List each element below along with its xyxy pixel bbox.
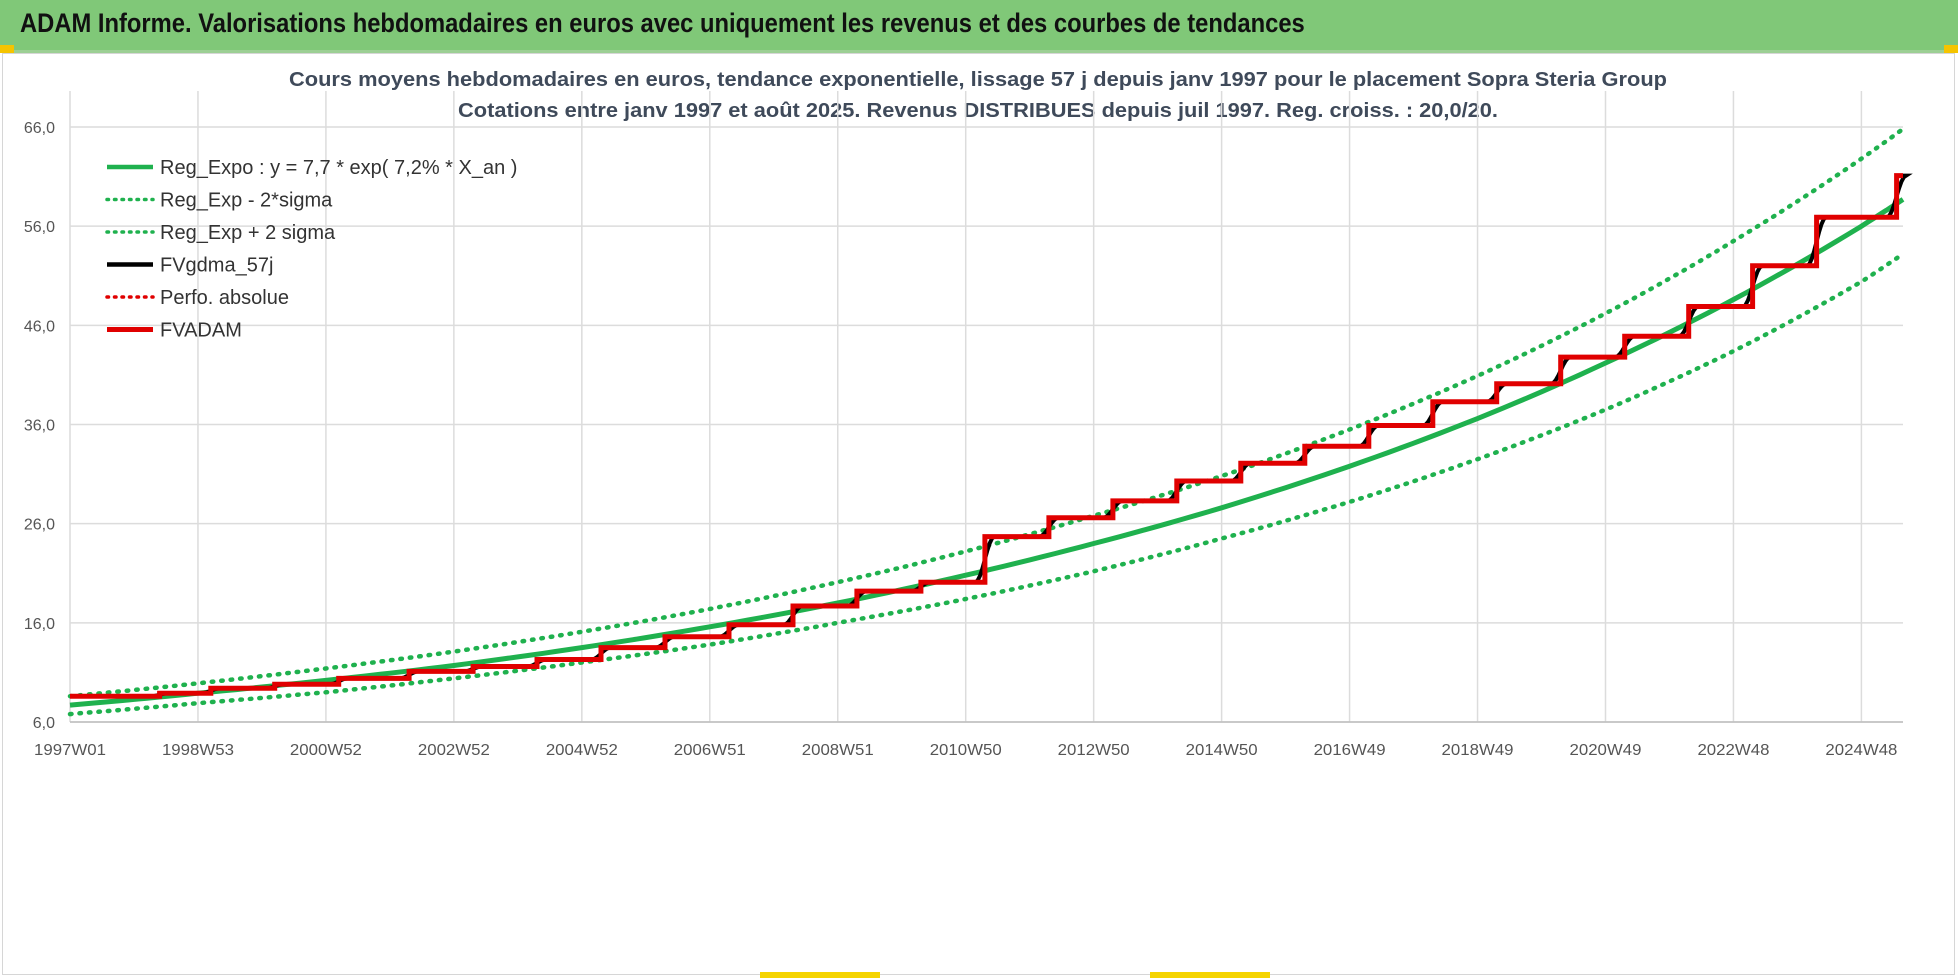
x-tick-label: 2002W52 [418,742,490,759]
x-tick-label: 2024W48 [1825,742,1897,759]
x-tick-label: 1998W53 [162,742,234,759]
x-tick-label: 2012W50 [1058,742,1130,759]
x-tick-label: 2018W49 [1442,742,1514,759]
series-fvadam [70,173,1903,699]
legend-label: FVgdma_57j [160,255,273,277]
legend-label: Perfo. absolue [160,287,289,309]
legend-label: FVADAM [160,320,242,342]
series-reg-exp-minus-2sigma [67,251,1906,717]
legend-label: Reg_Exp + 2 sigma [160,222,336,244]
x-tick-label: 2000W52 [290,742,362,759]
x-tick-label: 2016W49 [1314,742,1386,759]
y-tick-label: 26,0 [24,517,55,534]
y-tick-label: 16,0 [24,616,55,633]
chart-title: Cours moyens hebdomadaires en euros, ten… [289,69,1667,91]
x-tick-label: 2004W52 [546,742,618,759]
legend-label: Reg_Expo : y = 7,7 * exp( 7,2% * X_an ) [160,157,517,179]
x-tick-label: 1997W01 [34,742,106,759]
x-tick-label: 2022W48 [1697,742,1769,759]
report-title: ADAM Informe. Valorisations hebdomadaire… [20,8,1305,38]
x-tick-label: 2014W50 [1186,742,1258,759]
banner-corner-left [0,45,14,53]
line-chart: Cours moyens hebdomadaires en euros, ten… [24,69,1913,759]
sheet-tab-marker [1150,972,1270,978]
y-tick-label: 66,0 [24,120,55,137]
sheet-tab-marker [760,972,880,978]
y-tick-label: 46,0 [24,318,55,335]
x-tick-label: 2006W51 [674,742,746,759]
y-tick-label: 56,0 [24,219,55,236]
report-banner: ADAM Informe. Valorisations hebdomadaire… [0,0,1958,53]
x-tick-label: 2008W51 [802,742,874,759]
chart-frame: Cours moyens hebdomadaires en euros, ten… [2,53,1955,975]
series-reg-exp-plus-2sigma [67,126,1906,699]
chart-subtitle: Cotations entre janv 1997 et août 2025. … [458,100,1498,122]
banner-corner-right [1944,45,1958,53]
series-fvgdma-57j [70,173,1913,699]
series-reg-expo [69,197,1905,708]
y-tick-label: 36,0 [24,418,55,435]
x-tick-label: 2010W50 [930,742,1002,759]
legend-label: Reg_Exp - 2*sigma [160,190,333,212]
y-tick-label: 6,0 [33,715,55,732]
x-tick-label: 2020W49 [1569,742,1641,759]
